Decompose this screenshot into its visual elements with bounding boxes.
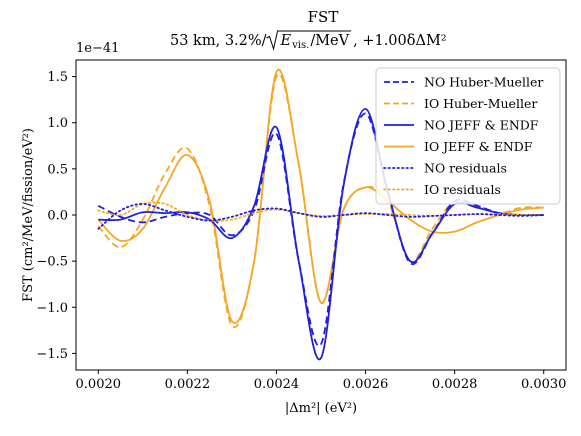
legend-label: NO residuals bbox=[424, 161, 507, 176]
axis-ticks: 0.0020 0.0022 0.0024 0.0026 0.0028 0.0030 −1.5… bbox=[36, 70, 566, 392]
x-tick-label: 0.0026 bbox=[343, 377, 389, 392]
y-tick-label: −0.5 bbox=[36, 255, 68, 270]
subtitle-energy-unit: /MeV bbox=[310, 33, 349, 49]
chart-title: FST bbox=[308, 8, 339, 26]
y-tick-label: −1.0 bbox=[36, 301, 68, 316]
legend-label: NO JEFF & ENDF bbox=[424, 118, 539, 133]
x-axis-label: |Δm²| (eV²) bbox=[285, 401, 357, 416]
x-tick-label: 0.0024 bbox=[254, 377, 300, 392]
legend-label: IO residuals bbox=[424, 182, 501, 197]
legend-label: IO Huber-Mueller bbox=[424, 96, 537, 111]
sqrt-sign bbox=[266, 30, 352, 51]
series-line-no-residuals bbox=[97, 203, 545, 230]
y-tick-label: 0.5 bbox=[47, 162, 68, 177]
y-offset-text: 1e−41 bbox=[76, 41, 119, 56]
y-tick-label: 0.0 bbox=[47, 209, 68, 224]
y-tick-label: 1.0 bbox=[47, 116, 68, 131]
subtitle-suffix: , +1.00δΔM² bbox=[353, 33, 447, 49]
x-tick-label: 0.0022 bbox=[165, 377, 211, 392]
series-line-io-jeff-endf bbox=[97, 68, 544, 324]
series-line-io-residuals bbox=[97, 201, 545, 222]
legend: NO Huber-Mueller IO Huber-Mueller NO JEFF … bbox=[375, 67, 561, 205]
x-tick-label: 0.0028 bbox=[432, 377, 478, 392]
subtitle-prefix: 53 km, 3.2%/ bbox=[170, 33, 267, 49]
legend-label: NO Huber-Mueller bbox=[424, 75, 543, 90]
legend-label: IO JEFF & ENDF bbox=[424, 139, 533, 154]
chart-subtitle: 53 km, 3.2%/ E vis. /MeV , +1.00δΔM² bbox=[170, 30, 447, 51]
y-tick-label: −1.5 bbox=[36, 347, 68, 362]
series-line-no-huber-mueller bbox=[97, 112, 544, 347]
x-tick-label: 0.0020 bbox=[76, 377, 122, 392]
x-tick-label: 0.0030 bbox=[521, 377, 567, 392]
y-tick-label: 1.5 bbox=[47, 70, 68, 85]
legend-frame bbox=[375, 67, 561, 205]
subtitle-energy-symbol: E bbox=[280, 33, 292, 49]
y-axis-label: FST (cm²/MeV/fission/eV²) bbox=[21, 128, 36, 302]
subtitle-energy-subscript: vis. bbox=[291, 40, 309, 51]
